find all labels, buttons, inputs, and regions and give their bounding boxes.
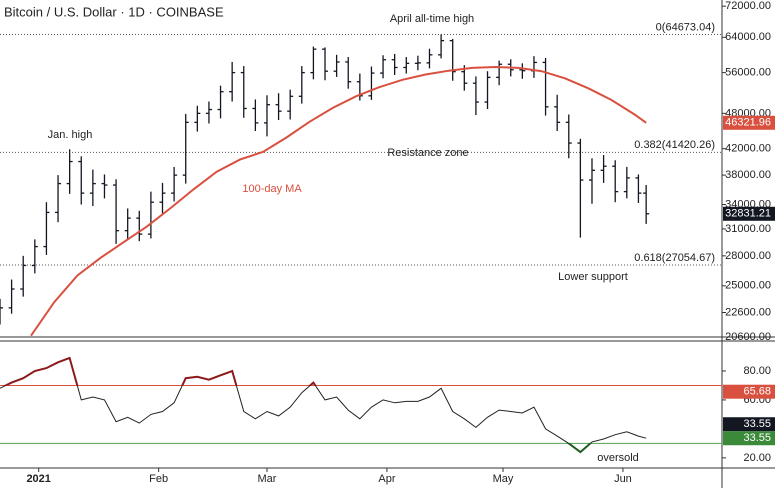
x-tick-label: May [493, 473, 514, 485]
chart-title: Bitcoin / U.S. Dollar · 1D · COINBASE [4, 4, 224, 19]
annotation: Jan. high [48, 129, 93, 141]
price-tag [723, 431, 775, 446]
annotation: April all-time high [390, 13, 474, 25]
x-tick-label: Mar [258, 473, 277, 485]
y-tick-label: 22600.00 [725, 306, 771, 318]
y-tick-label: 20.00 [743, 452, 771, 464]
price-tag-label: 46321.96 [725, 117, 771, 129]
x-tick-label: 2021 [26, 473, 50, 485]
series-label: 100-day MA [242, 183, 302, 195]
price-tag [723, 115, 775, 130]
fib-label: 0.618(27054.67) [634, 252, 715, 264]
rsi-oversold-segment [566, 443, 592, 454]
price-tag-label: 32831.21 [725, 208, 771, 220]
price-tag-label: 65.68 [743, 386, 771, 398]
price-tag [723, 417, 775, 432]
x-tick-label: Jun [614, 473, 632, 485]
annotation: Resistance zone [387, 147, 468, 159]
price-tag-label: 33.55 [743, 432, 771, 444]
price-tag-label: 33.55 [743, 418, 771, 430]
moving-average-line [30, 65, 647, 337]
fib-label: 0.382(41420.26) [634, 139, 715, 151]
price-tag [723, 384, 775, 399]
y-tick-label: 80.00 [743, 365, 771, 377]
fib-label: 0(64673.04) [656, 21, 715, 33]
rsi-overbought-segment [3, 356, 317, 386]
x-tick-label: Apr [378, 473, 395, 485]
x-tick-label: Feb [149, 473, 168, 485]
y-tick-label: 38000.00 [725, 169, 771, 181]
y-tick-label: 31000.00 [725, 223, 771, 235]
y-tick-label: 42000.00 [725, 143, 771, 155]
annotation: Lower support [558, 271, 628, 283]
y-tick-label: 20600.00 [725, 331, 771, 343]
rsi-line [0, 357, 647, 453]
y-tick-label: 72000.00 [725, 0, 771, 12]
annotation: oversold [597, 452, 639, 464]
y-tick-label: 28000.00 [725, 250, 771, 262]
y-tick-label: 56000.00 [725, 67, 771, 79]
price-tag [723, 206, 775, 221]
y-tick-label: 64000.00 [725, 31, 771, 43]
y-tick-label: 25000.00 [725, 280, 771, 292]
